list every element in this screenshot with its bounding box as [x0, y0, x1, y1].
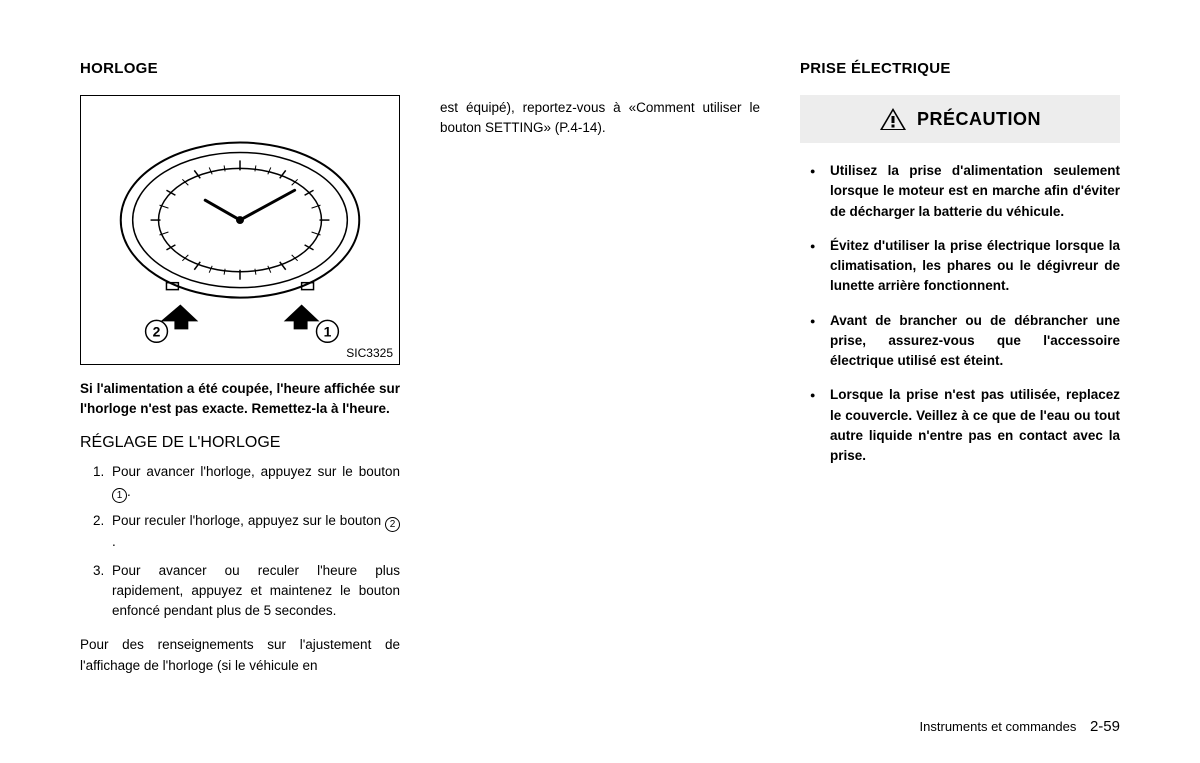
caution-box: PRÉCAUTION	[800, 95, 1120, 143]
page-grid: HORLOGE	[80, 60, 1120, 676]
page-footer: Instruments et commandes 2-59	[920, 718, 1120, 735]
heading-horloge: HORLOGE	[80, 60, 400, 77]
heading-prise: PRISE ÉLECTRIQUE	[800, 60, 1120, 77]
step-item: Pour avancer ou reculer l'heure plus rap…	[108, 561, 400, 622]
arrow-right-icon	[284, 305, 320, 322]
warning-icon	[879, 107, 907, 131]
caution-item: Avant de brancher ou de débrancher une p…	[810, 311, 1120, 372]
ref-circle-icon: 2	[385, 517, 400, 532]
caution-list: Utilisez la prise d'alimentation seuleme…	[800, 161, 1120, 480]
caution-item: Utilisez la prise d'alimentation seuleme…	[810, 161, 1120, 222]
step-item: Pour reculer l'horloge, appuyez sur le b…	[108, 511, 400, 552]
middle-column: est équipé), reportez-vous à «Comment ut…	[440, 60, 760, 676]
arrow-left-icon	[161, 305, 199, 322]
footer-section: Instruments et commandes	[920, 719, 1077, 734]
steps-list: Pour avancer l'horloge, appuyez sur le b…	[80, 462, 400, 629]
crossref-continuation: est équipé), reportez-vous à «Comment ut…	[440, 98, 760, 139]
clock-note: Si l'alimentation a été coupée, l'heure …	[80, 379, 400, 418]
subheading-reglage: RÉGLAGE DE L'HORLOGE	[80, 434, 400, 452]
clock-label-1: 1	[324, 323, 332, 339]
figure-id: SIC3325	[346, 346, 393, 360]
caution-title: PRÉCAUTION	[917, 109, 1041, 130]
left-column: HORLOGE	[80, 60, 400, 676]
caution-item: Lorsque la prise n'est pas utilisée, rep…	[810, 385, 1120, 466]
clock-label-2: 2	[153, 323, 161, 339]
clock-illustration: 2 1	[81, 96, 399, 364]
crossref-start: Pour des renseignements sur l'ajustement…	[80, 635, 400, 676]
footer-page-number: 2-59	[1090, 718, 1120, 735]
step-item: Pour avancer l'horloge, appuyez sur le b…	[108, 462, 400, 503]
caution-item: Évitez d'utiliser la prise électrique lo…	[810, 236, 1120, 297]
ref-circle-icon: 1	[112, 488, 127, 503]
clock-figure: 2 1 SIC3325	[80, 95, 400, 365]
right-column: PRISE ÉLECTRIQUE PRÉCAUTION Utilisez la …	[800, 60, 1120, 676]
